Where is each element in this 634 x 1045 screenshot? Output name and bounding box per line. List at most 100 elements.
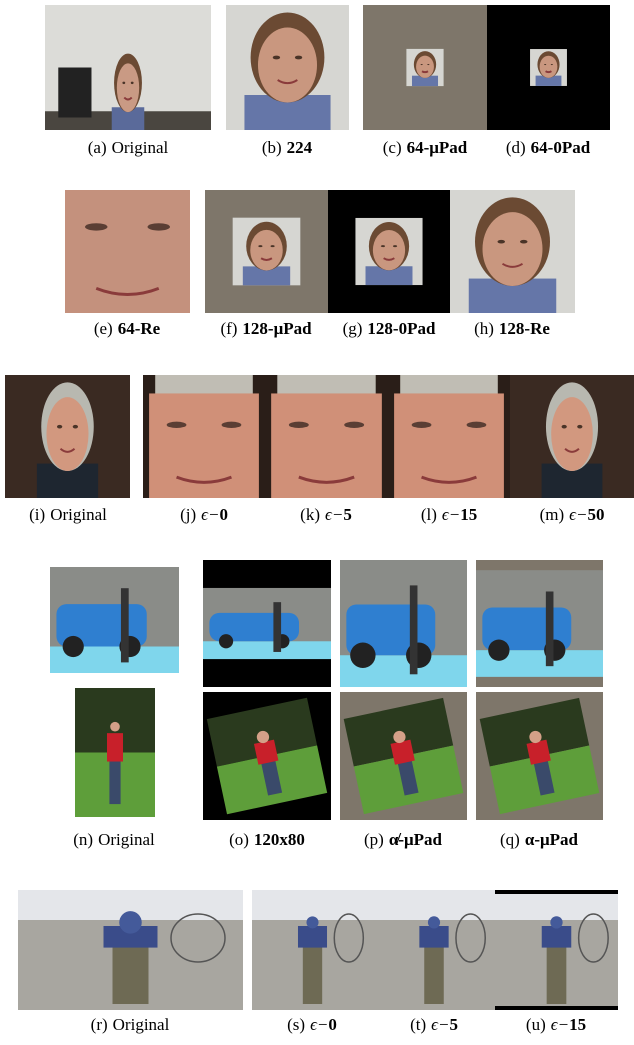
caption-prefix: ϵ− [551,1015,569,1034]
shirt [242,266,291,286]
caption-text: 15 [460,505,477,524]
caption-text: 224 [287,138,313,157]
photo [487,5,610,130]
photo [340,692,467,820]
legs [260,759,283,796]
jacket [297,926,328,948]
photo [65,190,190,313]
panel: (s) ϵ−0 [252,890,373,1034]
pad [495,890,618,894]
caption-id: (u) [526,1015,546,1034]
net [333,913,365,963]
eye [550,63,553,66]
eye [344,421,365,428]
head [529,730,542,744]
mouth [421,475,477,484]
face [539,55,558,78]
caption-id: (j) [180,505,196,524]
eye [221,421,242,428]
panel: (j) ϵ−0 [143,375,265,524]
caption-id: (c) [383,138,402,157]
rotated [206,697,328,815]
jacket [541,926,572,948]
caption-id: (a) [88,138,107,157]
mouth [260,257,273,261]
caption-prefix: ϵ− [325,505,343,524]
caption-id: (m) [540,505,565,524]
face [482,212,543,286]
legs [397,759,419,796]
photo [143,375,265,498]
eye [258,245,263,248]
mouth [298,475,355,484]
coat [58,67,92,118]
panel: (n) Original [50,567,179,849]
caption: (h) 128-Re [474,319,550,338]
legs [109,758,121,805]
person [409,585,418,675]
shirt [411,75,439,87]
skin [65,190,190,313]
face [416,55,434,78]
panel: (m) ϵ−50 [510,375,634,524]
caption-text: 64-μPad [407,138,468,157]
photo [373,890,495,1010]
caption-prefix: ϵ− [569,505,587,524]
photo [252,890,373,1010]
panel: (c) 64-μPad [363,5,487,157]
panel: (t) ϵ−5 [373,890,495,1034]
panel: (k) ϵ−5 [265,375,388,524]
head [550,916,563,929]
eye [393,245,398,248]
caption: (f) 128-μPad [220,319,312,338]
eye [147,223,170,231]
head [393,730,406,744]
panel: (d) 64-0Pad [487,5,610,157]
panel: (h) 128-Re [450,190,575,338]
shirt [535,75,562,86]
head [427,916,441,929]
caption: (e) 64-Re [94,319,161,338]
eye [122,81,126,85]
photo [205,190,328,313]
caption-id: (h) [474,319,494,338]
caption: (m) ϵ−50 [540,505,605,524]
photo [450,190,575,313]
panel: (q) α-μPad [476,560,603,849]
rotated [343,697,464,815]
photo [203,560,331,687]
eye [85,223,108,231]
skin [394,393,504,498]
eye [497,239,505,244]
pad [495,1006,618,1010]
eye [294,55,303,60]
floor [203,641,331,660]
caption: (j) ϵ−0 [180,505,228,524]
caption-text: Original [112,138,169,157]
photo [226,5,349,130]
wheel [350,642,376,668]
mouth [564,448,580,453]
head [110,721,120,732]
caption-id: (b) [262,138,282,157]
caption: (r) Original [91,1015,170,1034]
caption-text: 5 [343,505,352,524]
photo [363,5,487,130]
shirt [526,739,551,765]
caption-text: 50 [587,505,604,524]
face [46,397,89,471]
waders [546,944,567,1004]
eye [577,424,583,429]
eye [72,424,78,429]
caption: (o) 120x80 [229,830,305,849]
caption: (s) ϵ−0 [287,1015,337,1034]
caption-id: (l) [421,505,437,524]
caption-text: α̸-μPad [389,830,443,849]
caption-text: Original [98,830,155,849]
photo [476,692,603,820]
photo [5,375,130,498]
caption-prefix: ϵ− [201,505,219,524]
caption: (k) ϵ−5 [300,505,352,524]
caption-id: (f) [220,319,237,338]
